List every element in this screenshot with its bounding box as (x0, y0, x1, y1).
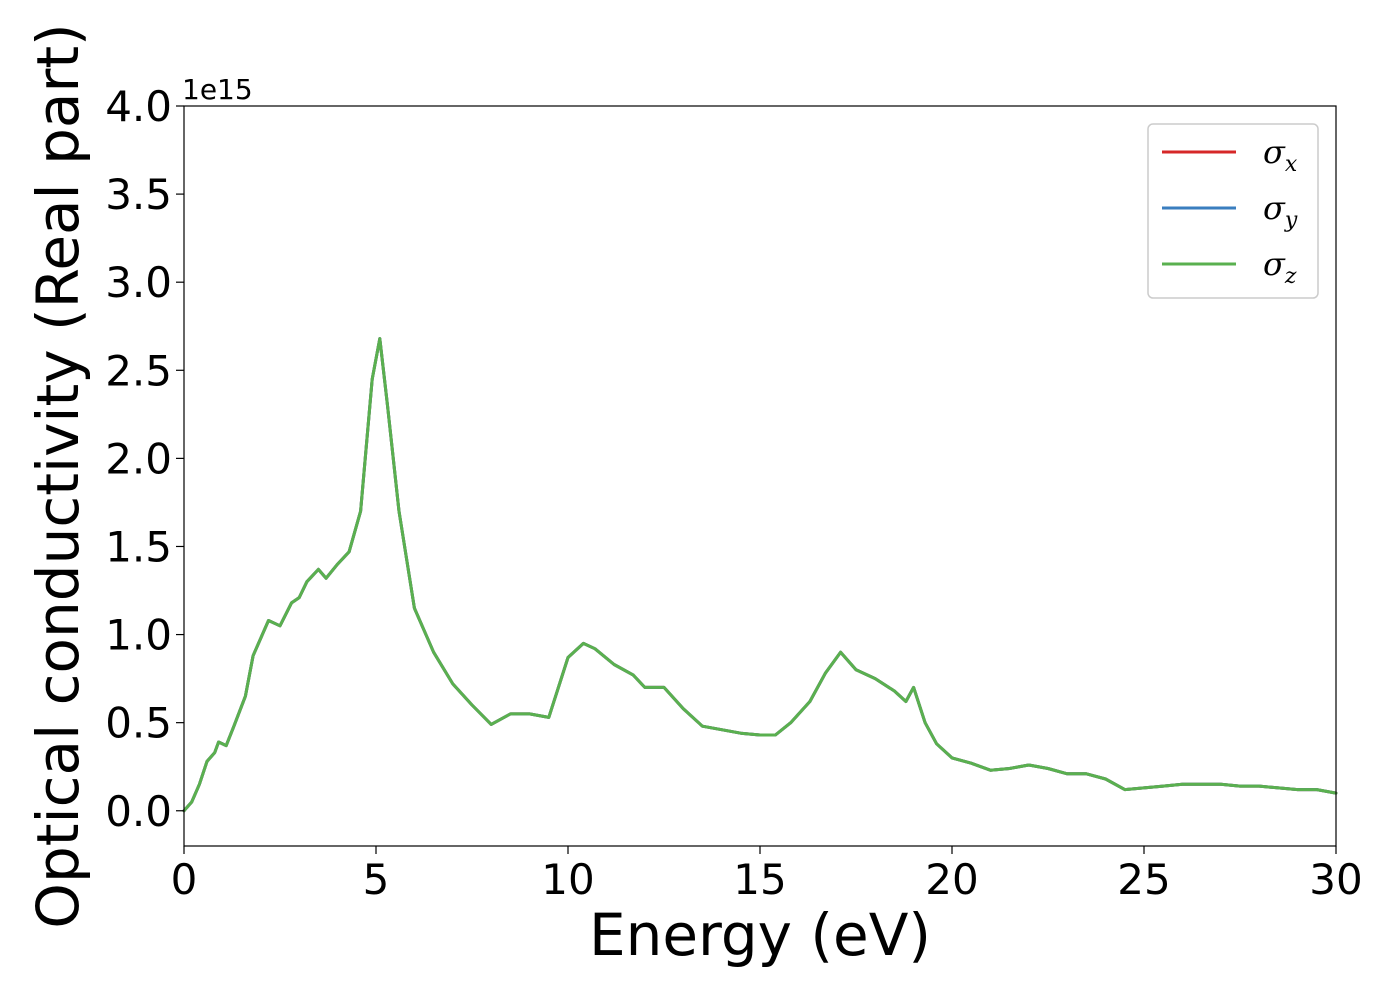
y-axis-label: Optical conductivity (Real part) (24, 23, 92, 928)
plot-area (184, 106, 1336, 846)
x-tick-label: 5 (363, 855, 390, 904)
y-tick-label: 1.5 (105, 522, 172, 571)
y-tick-label: 0.5 (105, 699, 172, 748)
series-line-sigma-z (182, 337, 1338, 813)
y-axis-ticks: 0.0 0.5 1.0 1.5 2.0 2.5 3.0 3.5 4.0 (105, 82, 184, 836)
y-tick-label: 2.5 (105, 346, 172, 395)
series-layer (182, 337, 1338, 813)
x-tick-label: 30 (1309, 855, 1362, 904)
legend-box (1147, 123, 1319, 299)
x-tick-label: 0 (171, 855, 198, 904)
x-axis-label: Energy (eV) (589, 901, 931, 969)
x-tick-label: 15 (733, 855, 786, 904)
y-tick-label: 1.0 (105, 611, 172, 660)
x-tick-label: 25 (1117, 855, 1170, 904)
y-tick-label: 4.0 (105, 82, 172, 131)
x-tick-label: 10 (541, 855, 594, 904)
x-tick-label: 20 (925, 855, 978, 904)
y-tick-label: 0.0 (105, 787, 172, 836)
y-offset-label: 1e15 (182, 73, 253, 106)
y-tick-label: 2.0 (105, 434, 172, 483)
y-tick-label: 3.5 (105, 170, 172, 219)
x-axis-ticks: 0 5 10 15 20 25 30 (171, 846, 1363, 904)
y-tick-label: 3.0 (105, 258, 172, 307)
legend-label-sigma-y: σy (1263, 189, 1298, 233)
